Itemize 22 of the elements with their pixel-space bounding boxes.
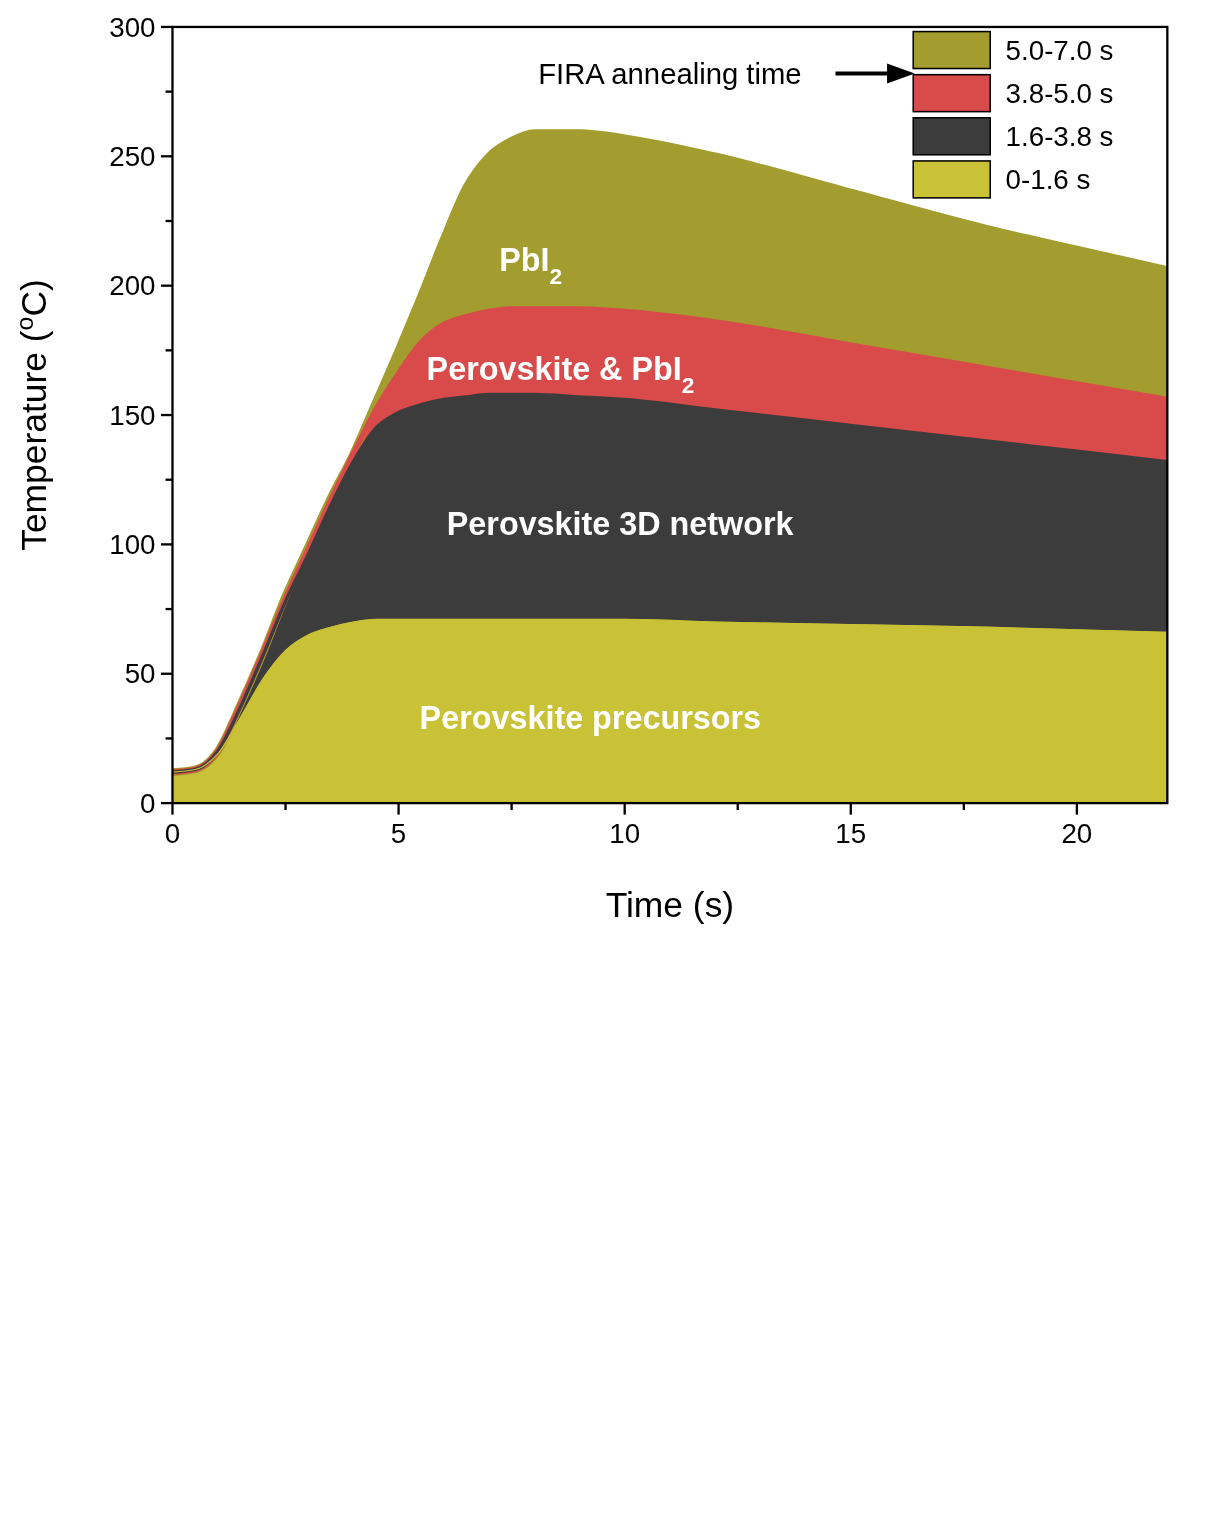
- x-tick-label: 10: [609, 818, 641, 850]
- y-tick-label: 50: [124, 658, 156, 690]
- annotation: Perovskite precursors: [419, 700, 762, 737]
- y-tick-label: 100: [109, 529, 156, 561]
- legend-label: 1.6-3.8 s: [1005, 120, 1114, 152]
- annotation: FIRA annealing time: [538, 57, 802, 90]
- annotation: Perovskite 3D network: [446, 506, 795, 543]
- y-tick-label: 250: [109, 141, 156, 173]
- legend-label: 5.0-7.0 s: [1005, 34, 1114, 66]
- x-tick-label: 15: [835, 818, 867, 850]
- annotation: Perovskite & PbI$_{2}$: [426, 350, 695, 398]
- x-tick-label: 0: [164, 818, 181, 850]
- y-tick-label: 200: [109, 270, 156, 302]
- y-tick-label: 150: [109, 399, 156, 431]
- x-tick-label: 5: [390, 818, 407, 850]
- x-axis-title: Time (s): [605, 885, 735, 926]
- y-tick-label: 0: [140, 787, 156, 819]
- legend-label: 0-1.6 s: [1005, 164, 1091, 196]
- y-tick-label: 300: [109, 11, 156, 43]
- x-tick-label: 20: [1061, 818, 1093, 850]
- annotation: PbI$_{2}$: [499, 242, 563, 289]
- legend-label: 3.8-5.0 s: [1005, 77, 1114, 109]
